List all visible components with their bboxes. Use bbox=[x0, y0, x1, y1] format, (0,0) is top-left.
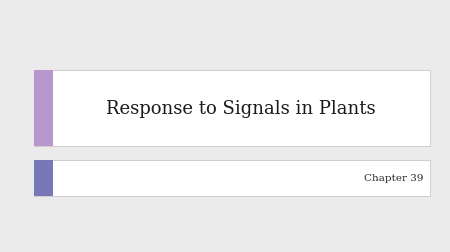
Bar bbox=[34, 71, 53, 146]
Bar bbox=[34, 71, 430, 146]
Bar bbox=[34, 160, 53, 197]
Bar bbox=[34, 160, 430, 197]
Text: Response to Signals in Plants: Response to Signals in Plants bbox=[106, 99, 376, 117]
Text: Chapter 39: Chapter 39 bbox=[364, 174, 423, 183]
